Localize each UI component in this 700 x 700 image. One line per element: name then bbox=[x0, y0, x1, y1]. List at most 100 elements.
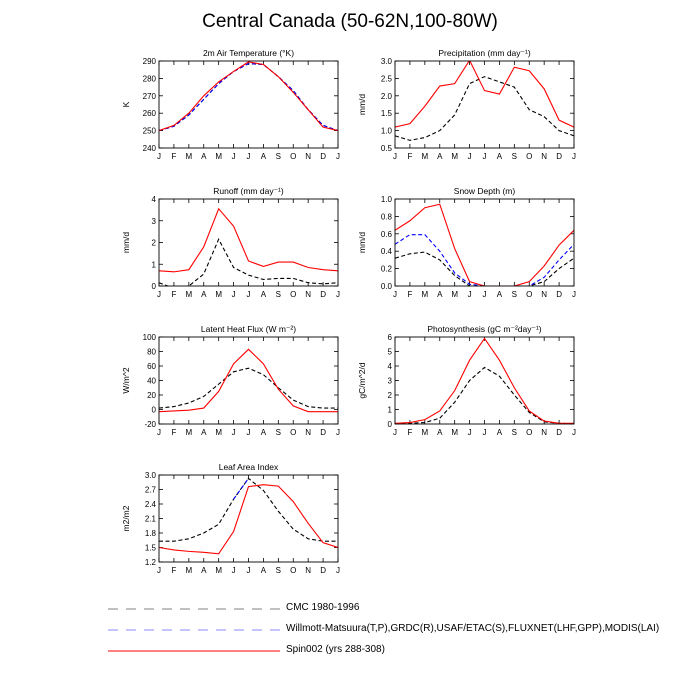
panel-title-leaf-area-index: Leaf Area Index bbox=[219, 462, 279, 472]
x-tick-label: D bbox=[556, 152, 562, 161]
y-tick-label: 0.4 bbox=[381, 247, 393, 256]
panel-frame bbox=[394, 60, 575, 149]
x-tick-label: A bbox=[261, 152, 267, 161]
x-tick-label: J bbox=[393, 428, 397, 437]
y-axis-label-precipitation: mm/d bbox=[357, 94, 367, 116]
x-tick-label: M bbox=[421, 428, 428, 437]
x-tick-label: A bbox=[497, 428, 503, 437]
y-tick-label: 290 bbox=[143, 57, 157, 66]
x-tick-label: J bbox=[157, 290, 161, 299]
y-tick-label: 260 bbox=[143, 109, 157, 118]
panel-air-temperature: 2m Air Temperature (°K) K 240 250 260 270 280 2… bbox=[121, 48, 340, 161]
x-tick-label: O bbox=[526, 290, 532, 299]
x-tick-label: A bbox=[497, 290, 503, 299]
series-line-cmc bbox=[395, 76, 574, 141]
x-tick-label: S bbox=[512, 290, 517, 299]
y-tick-label: 1.2 bbox=[145, 558, 157, 567]
x-tick-label: A bbox=[497, 152, 503, 161]
y-tick-label: 0 bbox=[388, 420, 393, 429]
series-line-spin002 bbox=[395, 203, 574, 286]
panel-frame bbox=[158, 198, 339, 287]
x-tick-label: J bbox=[336, 566, 340, 575]
series-line-observations bbox=[395, 234, 574, 286]
panel-latent-heat-flux: Latent Heat Flux (W m⁻²) W/m^2 -20 0 20 40 60 8… bbox=[121, 324, 340, 437]
y-axis-label-photosynthesis: gC/m^2/d bbox=[357, 362, 367, 398]
series-line-spin002 bbox=[395, 337, 574, 424]
y-tick-label: 1.0 bbox=[381, 195, 393, 204]
x-tick-label: A bbox=[201, 290, 207, 299]
y-tick-label: 2 bbox=[152, 239, 157, 248]
legend-item-observations: Willmott-Matsuura(T,P),GRDC(R),USAF/ETAC… bbox=[108, 623, 668, 637]
legend-swatch-observations bbox=[108, 629, 280, 631]
x-tick-label: J bbox=[247, 290, 251, 299]
x-tick-label: D bbox=[320, 428, 326, 437]
panel-precipitation: Precipitation (mm day⁻¹) mm/d 0.5 1.0 1.5 2.0… bbox=[357, 48, 576, 161]
y-axis-label-runoff: mm/d bbox=[121, 232, 131, 254]
x-tick-label: D bbox=[320, 152, 326, 161]
x-tick-label: N bbox=[541, 152, 547, 161]
x-tick-label: N bbox=[305, 290, 311, 299]
y-tick-label: 240 bbox=[143, 144, 157, 153]
y-tick-label: 1 bbox=[388, 406, 393, 415]
x-tick-label: S bbox=[276, 566, 281, 575]
x-tick-label: A bbox=[201, 428, 207, 437]
x-tick-label: J bbox=[572, 290, 576, 299]
x-tick-label: M bbox=[185, 290, 192, 299]
series-line-cmc bbox=[159, 367, 338, 409]
x-tick-label: D bbox=[556, 428, 562, 437]
panel-frame bbox=[394, 198, 575, 287]
y-tick-label: 0.0 bbox=[381, 282, 393, 291]
x-tick-label: J bbox=[232, 428, 236, 437]
y-tick-label: 3 bbox=[152, 217, 157, 226]
y-tick-label: 2.0 bbox=[381, 92, 393, 101]
x-tick-label: J bbox=[483, 428, 487, 437]
y-tick-label: 3.0 bbox=[381, 57, 393, 66]
x-tick-label: M bbox=[215, 566, 222, 575]
y-tick-label: 1.5 bbox=[145, 544, 157, 553]
x-tick-label: S bbox=[512, 428, 517, 437]
panel-title-photosynthesis: Photosynthesis (gC m⁻²day⁻¹) bbox=[427, 324, 541, 334]
x-tick-label: M bbox=[451, 428, 458, 437]
legend-label-cmc: CMC 1980-1996 bbox=[286, 602, 360, 613]
x-tick-label: A bbox=[437, 428, 443, 437]
y-axis-label-air-temperature: K bbox=[121, 101, 131, 107]
x-tick-label: O bbox=[290, 152, 296, 161]
y-tick-label: 0.8 bbox=[381, 212, 393, 221]
x-tick-label: J bbox=[393, 152, 397, 161]
x-tick-label: M bbox=[215, 290, 222, 299]
y-tick-label: 1.0 bbox=[381, 127, 393, 136]
x-tick-label: J bbox=[336, 290, 340, 299]
series-line-cmc bbox=[395, 251, 574, 286]
y-tick-label: 1.5 bbox=[381, 109, 393, 118]
x-tick-label: S bbox=[276, 290, 281, 299]
x-tick-label: J bbox=[393, 290, 397, 299]
x-tick-label: O bbox=[290, 428, 296, 437]
panel-snow-depth: Snow Depth (m)mm/d0.00.20.40.60.81.0J F M A… bbox=[357, 186, 576, 299]
y-tick-label: 280 bbox=[143, 74, 157, 83]
y-tick-label: 250 bbox=[143, 127, 157, 136]
x-tick-label: M bbox=[451, 152, 458, 161]
y-tick-label: 40 bbox=[147, 377, 156, 386]
panel-series-group bbox=[159, 207, 338, 286]
series-line-cmc bbox=[159, 63, 338, 132]
x-tick-label: J bbox=[247, 566, 251, 575]
y-tick-label: 6 bbox=[388, 333, 393, 342]
panel-photosynthesis: Photosynthesis (gC m⁻²day⁻¹) gC/m^2/d 0 1 2 3… bbox=[357, 324, 576, 437]
y-tick-label: 2.1 bbox=[145, 515, 157, 524]
panel-series-group bbox=[395, 203, 574, 286]
x-tick-label: A bbox=[261, 566, 267, 575]
panel-title-precipitation: Precipitation (mm day⁻¹) bbox=[438, 48, 531, 58]
x-tick-label: M bbox=[185, 152, 192, 161]
legend-label-spin002: Spin002 (yrs 288-308) bbox=[286, 644, 385, 655]
y-tick-label: 2.7 bbox=[145, 486, 157, 495]
panel-frame bbox=[158, 60, 339, 149]
x-tick-label: A bbox=[201, 152, 207, 161]
x-tick-label: F bbox=[171, 566, 176, 575]
x-tick-label: D bbox=[556, 290, 562, 299]
y-tick-label: 4 bbox=[388, 362, 393, 371]
x-tick-label: J bbox=[572, 152, 576, 161]
series-line-spin002 bbox=[159, 61, 338, 132]
x-tick-label: J bbox=[157, 428, 161, 437]
